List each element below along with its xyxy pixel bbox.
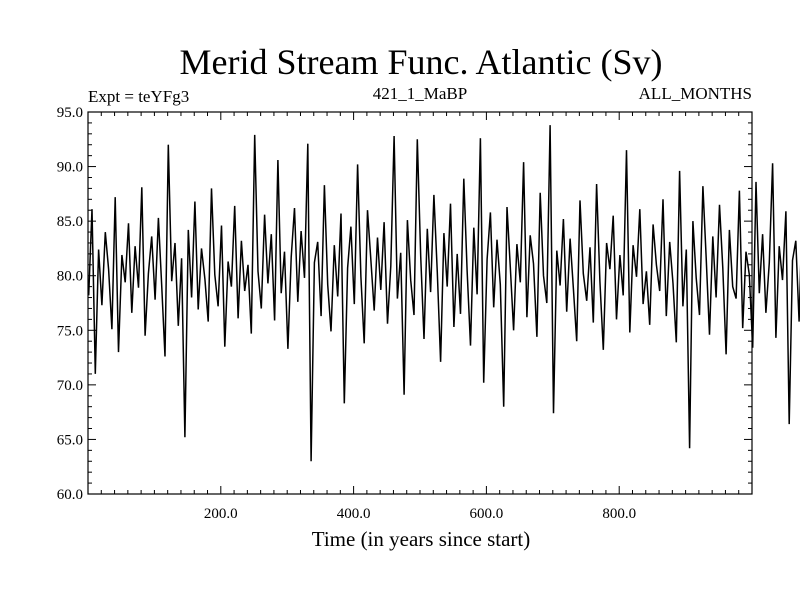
y-tick-label: 60.0 (57, 487, 83, 503)
x-tick-label: 600.0 (470, 506, 504, 522)
y-axis-ticks: 60.0 65.0 70.0 75.0 80.0 85.0 90.0 95.0 (57, 105, 752, 503)
run-label: 421_1_MaBP (373, 84, 467, 103)
experiment-label: Expt = teYFg3 (88, 87, 189, 106)
plot-frame (87, 111, 753, 495)
y-tick-label: 95.0 (57, 105, 83, 121)
x-tick-label: 200.0 (204, 506, 238, 522)
x-tick-label: 400.0 (337, 506, 371, 522)
y-tick-label: 80.0 (57, 269, 83, 285)
y-tick-label: 75.0 (57, 323, 83, 339)
x-tick-label: 800.0 (602, 506, 636, 522)
y-tick-label: 90.0 (57, 160, 83, 176)
months-label: ALL_MONTHS (639, 84, 752, 103)
y-tick-label: 65.0 (57, 432, 83, 448)
y-tick-label: 85.0 (57, 214, 83, 230)
series-line-amoc (87, 125, 800, 462)
x-axis-ticks: 200.0 400.0 600.0 800.0 (100, 112, 740, 522)
y-tick-label: 70.0 (57, 378, 83, 394)
x-axis-label: Time (in years since start) (312, 527, 531, 551)
chart-title: Merid Stream Func. Atlantic (Sv) (180, 42, 663, 82)
